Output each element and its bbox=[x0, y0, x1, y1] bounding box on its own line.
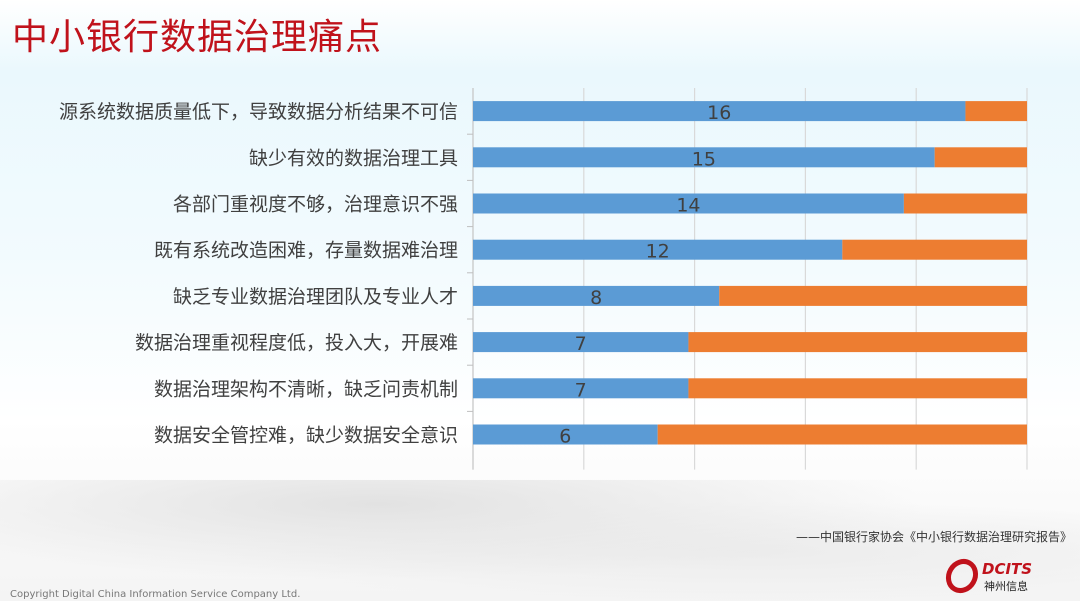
category-label: 数据治理重视程度低，投入大，开展难 bbox=[135, 332, 458, 354]
bar-segment-series-2 bbox=[965, 101, 1027, 122]
copyright-text: Copyright Digital China Information Serv… bbox=[10, 589, 301, 600]
bar-segment-series-1 bbox=[473, 332, 689, 353]
bar-segment-series-2 bbox=[903, 193, 1027, 214]
page-title: 中小银行数据治理痛点 bbox=[12, 17, 383, 58]
data-label: 12 bbox=[646, 241, 670, 263]
bar-segment-series-1 bbox=[473, 147, 935, 168]
bar-segment-series-2 bbox=[719, 285, 1027, 306]
bar-segment-series-1 bbox=[473, 378, 689, 399]
category-label: 数据治理架构不清晰，缺乏问责机制 bbox=[154, 378, 458, 400]
bar-segment-series-2 bbox=[688, 378, 1027, 399]
category-label: 数据安全管控难，缺少数据安全意识 bbox=[154, 425, 458, 447]
bar-segment-series-2 bbox=[842, 239, 1027, 260]
stacked-bar-chart: 源系统数据质量低下，导致数据分析结果不可信 16 缺少有效的数据治理工具 15 各部门重… bbox=[59, 88, 1028, 470]
dcits-logo: DCITS 神州信息 bbox=[945, 558, 1032, 594]
data-label: 8 bbox=[590, 287, 602, 309]
bar-segment-series-1 bbox=[473, 424, 658, 445]
bar-segment-series-1 bbox=[473, 193, 904, 214]
bar-segment-series-1 bbox=[473, 101, 966, 122]
category-label: 源系统数据质量低下，导致数据分析结果不可信 bbox=[59, 101, 458, 123]
bar-segment-series-1 bbox=[473, 285, 720, 306]
category-label: 既有系统改造困难，存量数据难治理 bbox=[154, 240, 458, 262]
bar-segment-series-2 bbox=[934, 147, 1027, 168]
bar-segment-series-1 bbox=[473, 239, 843, 260]
bar-segment-series-2 bbox=[688, 332, 1027, 353]
category-label: 缺少有效的数据治理工具 bbox=[249, 147, 458, 169]
category-label: 缺乏专业数据治理团队及专业人才 bbox=[173, 286, 458, 308]
source-citation: ——中国银行家协会《中小银行数据治理研究报告》 bbox=[795, 530, 1072, 544]
background-wave bbox=[0, 480, 1080, 601]
bar-segment-series-2 bbox=[657, 424, 1027, 445]
svg-text:DCITS: DCITS bbox=[982, 560, 1032, 578]
data-label: 14 bbox=[676, 195, 700, 217]
svg-text:神州信息: 神州信息 bbox=[984, 579, 1028, 593]
data-label: 6 bbox=[559, 426, 571, 448]
data-label: 7 bbox=[575, 379, 587, 401]
data-label: 15 bbox=[692, 148, 716, 170]
data-label: 7 bbox=[575, 333, 587, 355]
data-label: 16 bbox=[707, 102, 731, 124]
category-label: 各部门重视度不够，治理意识不强 bbox=[173, 194, 458, 216]
